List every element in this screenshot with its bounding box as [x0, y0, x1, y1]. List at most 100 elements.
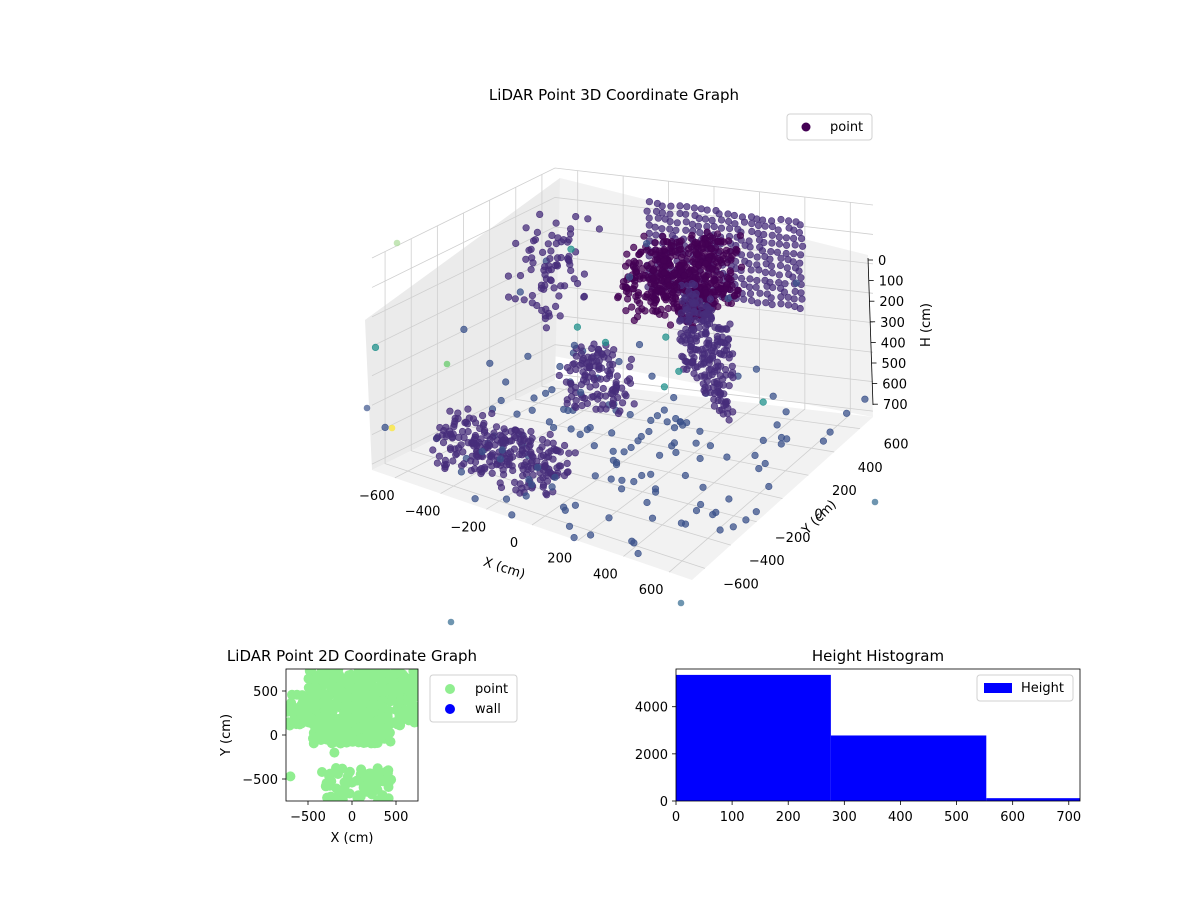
point-2d: [325, 718, 336, 729]
point-3d: [716, 271, 725, 279]
point-3d: [790, 250, 798, 258]
point-3d: [480, 428, 489, 437]
point-3d: [690, 326, 698, 334]
point-3d: [713, 358, 722, 366]
point-3d: [746, 290, 755, 298]
z-tick-3d: 700: [883, 398, 908, 413]
point-3d: [595, 362, 603, 370]
point-3d: [486, 359, 494, 367]
point-3d: [605, 372, 614, 380]
point-2d: [400, 710, 411, 721]
point-3d: [560, 472, 569, 480]
point-3d: [796, 221, 804, 229]
point-3d: [630, 243, 638, 251]
point-3d: [726, 320, 734, 328]
point-3d: [536, 210, 544, 218]
x-tick-histogram: 700: [1056, 810, 1081, 825]
x-tick-histogram: 600: [1000, 810, 1025, 825]
point-2d: [337, 687, 348, 698]
point-3d: [464, 428, 472, 436]
point-3d: [766, 255, 774, 263]
point-3d: [699, 249, 707, 257]
point-3d: [777, 293, 785, 301]
legend-histogram-box: [976, 674, 1074, 702]
point-3d: [768, 231, 776, 239]
point-2d: [382, 714, 393, 725]
legend-3d-box: [786, 113, 873, 141]
point-3d: [553, 464, 561, 472]
point-3d: [677, 330, 685, 338]
point-3d: [676, 335, 684, 344]
point-3d: [651, 485, 660, 493]
point-3d: [460, 325, 468, 334]
point-3d: [631, 281, 639, 289]
point-3d: [623, 377, 632, 385]
z-ticks-3d: 0 100 200 300 400 500 600 700: [868, 254, 908, 413]
point-2d: [336, 715, 347, 725]
point-3d: [543, 477, 552, 485]
point-3d: [682, 419, 691, 427]
point-3d: [528, 292, 537, 300]
point-3d: [667, 202, 675, 210]
outlier-point-3d: [677, 599, 685, 607]
point-3d: [571, 501, 580, 509]
point-2d: [314, 714, 325, 724]
point-3d: [696, 229, 704, 237]
point-3d: [777, 440, 785, 448]
point-2d: [332, 726, 343, 737]
point-3d: [670, 424, 679, 432]
point-3d: [694, 222, 703, 230]
point-3d: [696, 454, 704, 463]
point-3d: [754, 299, 762, 307]
point-3d: [767, 294, 775, 302]
y-tick-histogram: 2000: [635, 748, 668, 763]
point-3d: [672, 415, 680, 423]
point-3d: [659, 238, 668, 246]
y-axis-label-2d: Y (cm): [219, 714, 234, 757]
point-3d: [557, 282, 565, 290]
point-3d: [501, 428, 510, 436]
point-3d: [753, 215, 761, 223]
legend-2d-point-marker: [445, 684, 455, 694]
point-3d: [546, 255, 554, 263]
point-3d: [439, 439, 448, 447]
y-tick-3d: 0: [814, 508, 822, 523]
point-3d: [798, 295, 806, 303]
point-3d: [661, 292, 670, 301]
point-3d: [702, 328, 710, 336]
point-3d: [784, 217, 793, 225]
point-3d: [563, 364, 572, 372]
point-3d: [796, 259, 804, 267]
point-3d: [768, 239, 776, 247]
point-3d: [638, 471, 646, 480]
point-3d: [567, 393, 576, 401]
point-3d: [571, 449, 579, 457]
point-3d: [647, 470, 655, 478]
point-3d: [747, 297, 756, 305]
point-3d: [701, 383, 709, 392]
point-3d: [706, 442, 715, 450]
z-tick-3d: 500: [882, 357, 907, 372]
point-3d: [528, 406, 536, 414]
point-3d: [585, 358, 593, 366]
point-3d: [789, 273, 797, 281]
point-2d: [305, 713, 316, 723]
point-3d: [762, 299, 770, 307]
point-3d: [720, 238, 728, 246]
point-3d: [683, 263, 691, 271]
point-2d: [353, 790, 364, 801]
point-3d: [653, 412, 662, 420]
point-2d: [406, 694, 416, 705]
point-3d: [511, 426, 520, 434]
point-3d: [567, 380, 575, 388]
point-3d: [645, 427, 653, 436]
point-3d: [622, 307, 630, 315]
point-2d: [347, 777, 357, 788]
point-3d: [588, 393, 596, 401]
point-3d: [498, 446, 506, 454]
point-3d: [572, 403, 580, 412]
legend-histogram-swatch: [984, 683, 1012, 693]
x-tick-histogram: 400: [888, 810, 913, 825]
point-3d: [565, 449, 573, 457]
point-3d: [570, 275, 578, 283]
